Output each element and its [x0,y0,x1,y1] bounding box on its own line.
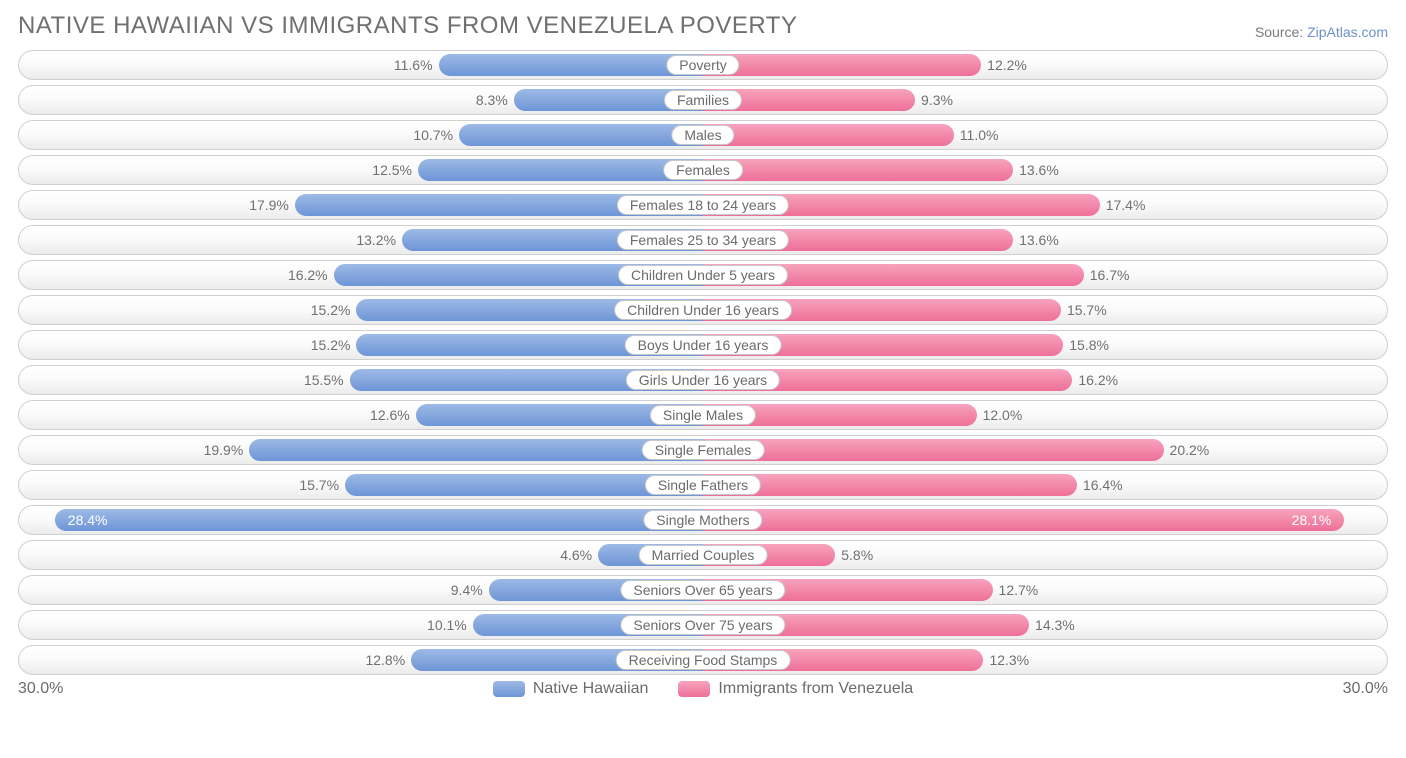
category-pill: Males [671,125,734,145]
chart-row: 9.4% 12.7% Seniors Over 65 years [18,575,1388,605]
value-left: 15.2% [311,302,351,318]
value-right: 11.0% [960,127,999,143]
category-pill: Females 25 to 34 years [617,230,789,250]
legend-label-right: Immigrants from Venezuela [718,680,913,697]
category-pill: Children Under 5 years [618,265,788,285]
chart-row: 4.6% 5.8% Married Couples [18,540,1388,570]
source-link[interactable]: ZipAtlas.com [1307,24,1388,40]
legend-item-right: Immigrants from Venezuela [678,680,913,698]
value-right: 15.7% [1067,302,1107,318]
value-left: 19.9% [204,442,244,458]
value-right: 16.7% [1090,267,1130,283]
value-left: 15.2% [311,337,351,353]
value-right: 13.6% [1019,162,1059,178]
bar-left [418,159,703,181]
value-left: 11.6% [394,57,433,73]
chart-row: 10.7% 11.0% Males [18,120,1388,150]
category-pill: Boys Under 16 years [625,335,782,355]
chart-row: 28.4% 28.1% Single Mothers [18,505,1388,535]
chart-row: 10.1% 14.3% Seniors Over 75 years [18,610,1388,640]
category-pill: Girls Under 16 years [626,370,780,390]
value-right: 13.6% [1019,232,1059,248]
chart-row: 12.5% 13.6% Females [18,155,1388,185]
chart-row: 11.6% 12.2% Poverty [18,50,1388,80]
value-left: 16.2% [288,267,328,283]
value-right: 20.2% [1170,442,1210,458]
axis-max-left: 30.0% [18,680,63,698]
bar-right [703,159,1013,181]
bar-left [459,124,703,146]
chart-footer: 30.0% Native Hawaiian Immigrants from Ve… [18,680,1388,698]
chart-row: 17.9% 17.4% Females 18 to 24 years [18,190,1388,220]
value-left: 10.7% [413,127,453,143]
chart-row: 15.7% 16.4% Single Fathers [18,470,1388,500]
legend: Native Hawaiian Immigrants from Venezuel… [63,680,1342,698]
category-pill: Receiving Food Stamps [616,650,791,670]
value-right: 15.8% [1069,337,1109,353]
value-left: 13.2% [356,232,396,248]
value-right: 12.0% [983,407,1023,423]
value-left: 17.9% [249,197,289,213]
value-left: 10.1% [427,617,467,633]
legend-label-left: Native Hawaiian [533,680,649,697]
diverging-bar-chart: 11.6% 12.2% Poverty 8.3% 9.3% Families 10.7% 11… [18,50,1388,675]
value-right: 9.3% [921,92,953,108]
chart-row: 15.2% 15.7% Children Under 16 years [18,295,1388,325]
bar-left [249,439,703,461]
category-pill: Poverty [666,55,739,75]
category-pill: Seniors Over 65 years [620,580,785,600]
legend-swatch-right [678,681,710,697]
value-right: 28.1% [1292,512,1332,528]
category-pill: Single Males [650,405,756,425]
axis-max-right: 30.0% [1343,680,1388,698]
value-left: 12.6% [370,407,410,423]
source-attribution: Source: ZipAtlas.com [1255,24,1388,40]
category-pill: Single Mothers [643,510,762,530]
bar-right [703,124,954,146]
category-pill: Females [663,160,743,180]
category-pill: Females 18 to 24 years [617,195,789,215]
legend-item-left: Native Hawaiian [493,680,649,698]
value-right: 17.4% [1106,197,1146,213]
value-left: 4.6% [560,547,592,563]
chart-row: 12.6% 12.0% Single Males [18,400,1388,430]
chart-row: 16.2% 16.7% Children Under 5 years [18,260,1388,290]
bar-left [439,54,703,76]
value-left: 12.8% [365,652,405,668]
chart-row: 19.9% 20.2% Single Females [18,435,1388,465]
value-right: 12.2% [987,57,1027,73]
value-left: 8.3% [476,92,508,108]
chart-row: 13.2% 13.6% Females 25 to 34 years [18,225,1388,255]
value-left: 9.4% [451,582,483,598]
value-right: 16.4% [1083,477,1123,493]
value-right: 12.7% [999,582,1039,598]
legend-swatch-left [493,681,525,697]
value-right: 5.8% [841,547,873,563]
source-prefix: Source: [1255,24,1307,40]
category-pill: Seniors Over 75 years [620,615,785,635]
value-right: 16.2% [1078,372,1118,388]
chart-row: 15.2% 15.8% Boys Under 16 years [18,330,1388,360]
category-pill: Married Couples [639,545,768,565]
category-pill: Families [664,90,742,110]
header: NATIVE HAWAIIAN VS IMMIGRANTS FROM VENEZ… [18,12,1388,40]
bar-right [703,54,981,76]
bar-right [703,439,1164,461]
value-left: 15.7% [299,477,339,493]
category-pill: Children Under 16 years [614,300,792,320]
value-left: 12.5% [372,162,412,178]
category-pill: Single Females [642,440,765,460]
category-pill: Single Fathers [645,475,761,495]
chart-row: 12.8% 12.3% Receiving Food Stamps [18,645,1388,675]
bar-left [55,509,703,531]
value-left: 28.4% [68,512,108,528]
value-right: 14.3% [1035,617,1075,633]
chart-row: 8.3% 9.3% Families [18,85,1388,115]
value-right: 12.3% [989,652,1029,668]
bar-right [703,509,1344,531]
value-left: 15.5% [304,372,344,388]
chart-row: 15.5% 16.2% Girls Under 16 years [18,365,1388,395]
page-title: NATIVE HAWAIIAN VS IMMIGRANTS FROM VENEZ… [18,12,797,40]
